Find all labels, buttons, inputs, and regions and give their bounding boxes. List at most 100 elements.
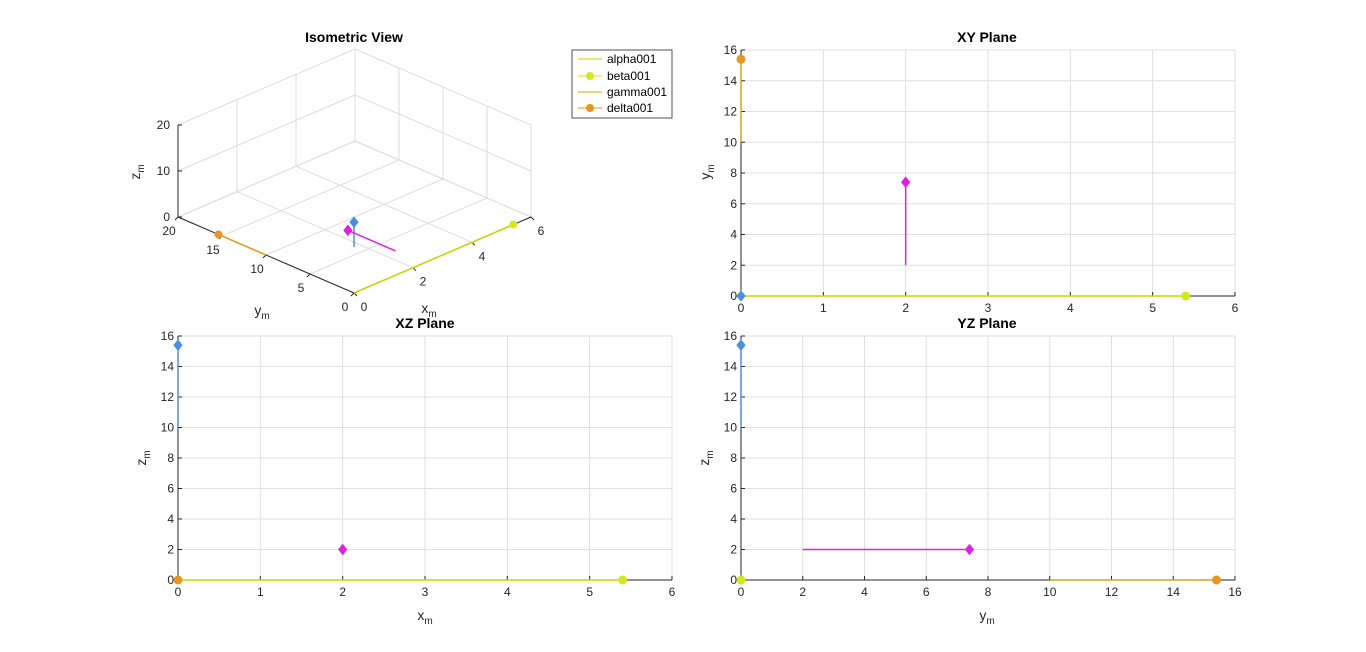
legend-label-gamma: gamma001 (607, 85, 667, 99)
xz-ylabel: zm (133, 450, 153, 465)
yz-xlabel: ym (979, 607, 994, 627)
iso-floor-grid-y (309, 197, 488, 275)
iso-xtick-label: 4 (479, 249, 486, 263)
iso-wallx-grid-z (354, 94, 532, 172)
iso-wally-grid-z (177, 48, 356, 126)
yz-xtick-label: 2 (799, 585, 806, 599)
xz-xtick-label: 0 (175, 585, 182, 599)
iso-wallx-grid-z (354, 140, 532, 218)
legend-entry-gamma[interactable]: gamma001 (578, 85, 667, 99)
yz-series-marker-3 (736, 575, 746, 585)
iso-delta-marker (214, 230, 223, 239)
xz-xtick-label: 1 (257, 585, 264, 599)
yz-ytick-label: 2 (730, 543, 737, 557)
yz-ytick-label: 14 (724, 360, 738, 374)
xz-ytick-label: 6 (167, 482, 174, 496)
iso-floor-grid-y (221, 159, 400, 237)
xz-ytick-label: 14 (161, 360, 175, 374)
xy-ytick-label: 12 (724, 105, 738, 119)
iso-ytick (174, 216, 179, 221)
xy-xtick-label: 0 (738, 301, 745, 315)
iso-xtick-label: 2 (420, 275, 427, 289)
xy-ytick-label: 4 (730, 228, 737, 242)
xy-ytick-label: 8 (730, 166, 737, 180)
iso-alpha-line (353, 223, 514, 294)
iso-ytick-label: 5 (298, 281, 305, 295)
iso-magenta-line (347, 229, 396, 252)
isometric-marks (214, 216, 518, 294)
xz-ytick-label: 2 (167, 543, 174, 557)
xy-title: XY Plane (957, 29, 1017, 45)
xy-series-marker-1 (736, 54, 746, 64)
iso-ytick (306, 273, 311, 278)
xz-ytick-label: 8 (167, 451, 174, 465)
xz-series-marker-3 (173, 575, 183, 585)
xy-xtick-label: 4 (1067, 301, 1074, 315)
xz-xtick-label: 4 (504, 585, 511, 599)
xy-ytick-label: 14 (724, 74, 738, 88)
iso-wally-grid-z (177, 94, 356, 172)
xz-ytick-label: 16 (161, 329, 175, 343)
yz-ytick-label: 4 (730, 512, 737, 526)
iso-ztick-label: 10 (157, 164, 171, 178)
yz-series-marker-2 (964, 543, 975, 556)
iso-xtick-label: 6 (538, 224, 545, 238)
xy-ytick-label: 0 (730, 289, 737, 303)
legend-entry-alpha[interactable]: alpha001 (578, 52, 657, 66)
legend-swatch-beta-marker (586, 72, 594, 80)
yz-ytick-label: 0 (730, 573, 737, 587)
iso-ytick-label: 10 (250, 262, 264, 276)
yz-xtick-label: 14 (1167, 585, 1181, 599)
xz-series-marker-2 (338, 543, 348, 556)
xz-series-marker-1 (173, 339, 183, 351)
legend-label-alpha: alpha001 (607, 52, 657, 66)
xz-ytick-label: 12 (161, 390, 175, 404)
yz-title: YZ Plane (957, 315, 1016, 331)
xy-series-marker-2 (901, 176, 911, 189)
xy-xtick-label: 3 (985, 301, 992, 315)
iso-ztick-label: 0 (163, 210, 170, 224)
xy-xtick-label: 1 (820, 301, 827, 315)
iso-magenta-marker (343, 224, 353, 237)
xy-xtick-label: 6 (1232, 301, 1239, 315)
iso-gamma-line (218, 233, 267, 256)
legend[interactable]: alpha001 beta001 gamma001 delta001 (571, 49, 673, 119)
xz-ytick-label: 10 (161, 421, 175, 435)
yz-plane-axes[interactable]: YZ Plane ym zm 0 2 4 6 8 10 12 14 16 0 2 4 6 8 10 12 14 1… (696, 315, 1242, 627)
legend-entry-beta[interactable]: beta001 (578, 69, 651, 83)
xz-series-marker-0 (618, 575, 628, 585)
iso-xlabel: xm (421, 300, 436, 320)
yz-series-marker-0 (1211, 575, 1221, 585)
xy-series-marker-0 (1181, 291, 1191, 301)
yz-ytick-label: 12 (724, 390, 738, 404)
legend-entry-delta[interactable]: delta001 (578, 101, 653, 115)
yz-xtick-label: 12 (1105, 585, 1119, 599)
iso-wally-grid-z (177, 140, 356, 218)
yz-xtick-label: 16 (1228, 585, 1242, 599)
iso-xtick-label: 0 (361, 300, 368, 314)
iso-zlabel: zm (127, 164, 147, 179)
iso-ytick (350, 292, 355, 297)
yz-series-marker-1 (736, 339, 746, 351)
yz-ytick-label: 10 (724, 421, 738, 435)
xy-xtick-label: 5 (1149, 301, 1156, 315)
yz-ytick-label: 8 (730, 451, 737, 465)
yz-xtick-label: 6 (923, 585, 930, 599)
iso-wallx-grid-z (354, 48, 532, 126)
legend-swatch-delta-marker (586, 104, 594, 112)
xy-ytick-label: 16 (724, 43, 738, 57)
iso-ytick-label: 0 (342, 300, 349, 314)
xy-ytick-label: 10 (724, 135, 738, 149)
xy-series-marker-3 (736, 290, 746, 302)
iso-beta-marker (509, 220, 518, 229)
xz-xtick-label: 2 (339, 585, 346, 599)
xz-xtick-label: 5 (586, 585, 593, 599)
iso-ylabel: ym (254, 302, 269, 322)
xz-xtick-label: 6 (669, 585, 676, 599)
xz-title: XZ Plane (395, 315, 454, 331)
xz-xlabel: xm (417, 607, 432, 627)
